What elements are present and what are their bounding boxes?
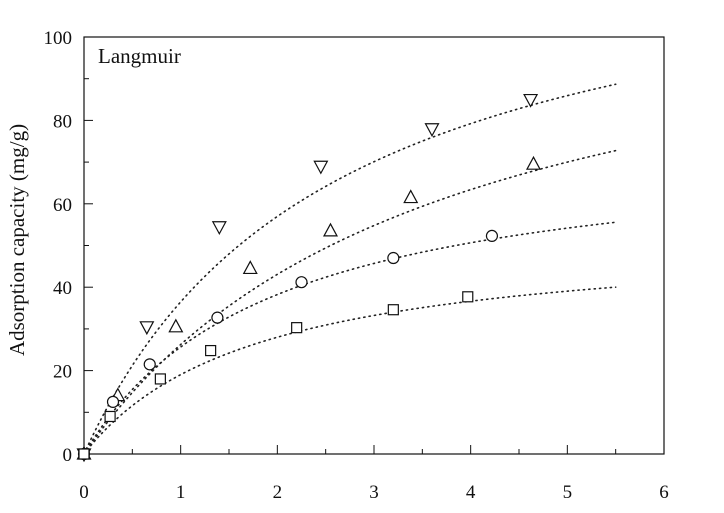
data-point-triangle-up	[403, 189, 419, 204]
annotation-label: Langmuir	[98, 44, 181, 68]
data-point-triangle-down	[211, 221, 227, 235]
y-tick-label: 20	[53, 362, 72, 383]
data-point-triangle-up	[322, 222, 339, 237]
x-tick-label: 3	[369, 482, 379, 503]
data-point-square	[291, 322, 303, 334]
data-point-circle	[387, 251, 400, 265]
data-point-triangle-up	[242, 260, 258, 275]
data-point-square	[205, 344, 217, 357]
fit-curve-triangle-up	[83, 149, 617, 455]
x-tick-label: 6	[659, 482, 669, 503]
x-axis: 0 1 2 3 4 5 6	[79, 445, 669, 503]
y-tick-label: 40	[53, 278, 72, 299]
data-point-square	[462, 291, 474, 303]
y-tick-label: 80	[53, 111, 72, 132]
y-tick-label: 60	[53, 195, 72, 216]
data-point-circle	[295, 276, 308, 289]
data-point-circle	[211, 311, 224, 324]
data-point-circle	[106, 395, 120, 408]
data-point-triangle-up	[168, 318, 184, 333]
data-point-square	[104, 410, 116, 423]
y-tick-label: 0	[63, 445, 73, 466]
data-point-triangle-up	[525, 155, 542, 170]
fit-curve-square	[83, 286, 617, 455]
data-point-circle	[485, 229, 499, 243]
plot-frame	[83, 36, 665, 455]
data-point-circle	[143, 358, 156, 371]
data-point-square	[154, 373, 166, 385]
data-point-square	[387, 304, 399, 316]
data-point-triangle-down	[523, 93, 539, 108]
fit-curve-triangle-down	[83, 83, 617, 455]
data-point-triangle-down	[139, 321, 155, 336]
y-tick-label: 100	[44, 28, 73, 49]
x-tick-label: 5	[563, 482, 573, 503]
x-tick-label: 2	[273, 482, 283, 503]
fit-curves	[83, 83, 617, 455]
x-tick-label: 0	[79, 482, 89, 503]
y-axis-label: Adsorption capacity (mg/g)	[5, 124, 29, 356]
data-point-square	[78, 448, 90, 460]
data-point-triangle-down	[424, 123, 440, 137]
data-points	[76, 93, 542, 463]
fit-curve-circle	[83, 221, 617, 455]
data-point-triangle-down	[313, 160, 329, 175]
x-tick-label: 4	[466, 482, 476, 503]
x-tick-label: 1	[176, 482, 186, 503]
y-axis: 0 20 40 60 80 100	[44, 28, 93, 466]
